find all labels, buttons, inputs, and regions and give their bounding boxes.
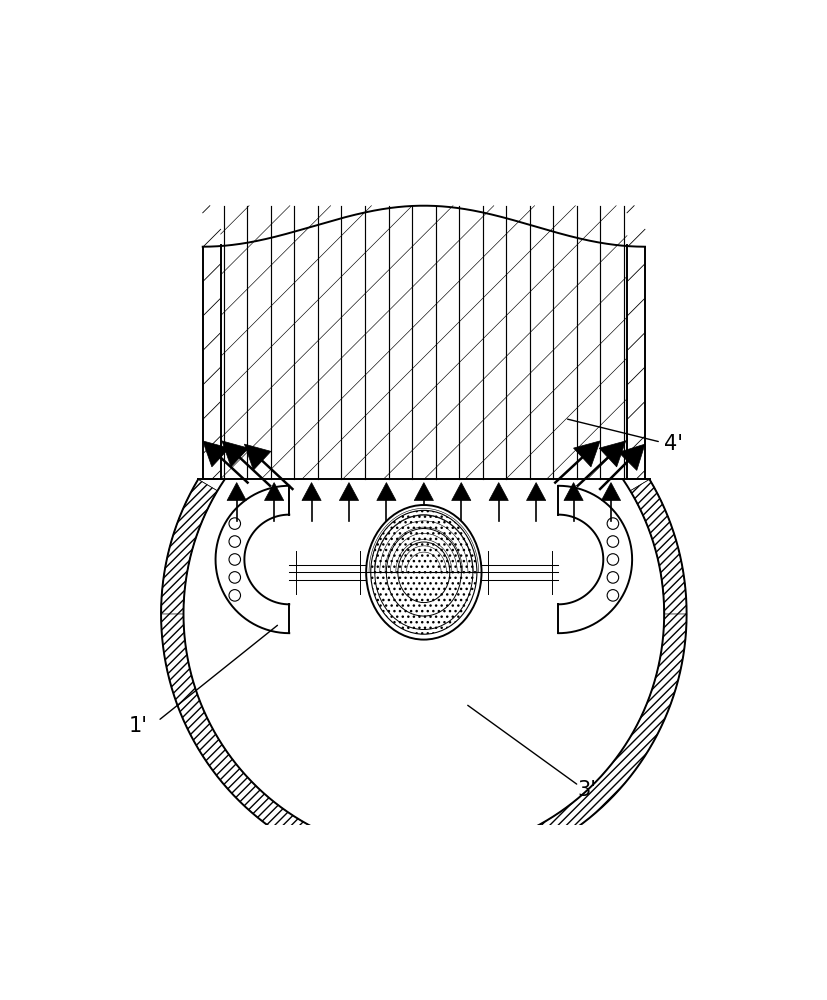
Polygon shape: [222, 441, 248, 467]
Ellipse shape: [370, 510, 477, 634]
Polygon shape: [573, 441, 600, 467]
Text: 3': 3': [577, 780, 596, 800]
Polygon shape: [377, 483, 396, 501]
Polygon shape: [414, 483, 433, 501]
Polygon shape: [452, 483, 471, 501]
Wedge shape: [630, 479, 686, 614]
Polygon shape: [527, 483, 546, 501]
Polygon shape: [203, 441, 229, 467]
Wedge shape: [161, 479, 218, 614]
Text: 4': 4': [664, 434, 683, 454]
Polygon shape: [600, 441, 626, 467]
Ellipse shape: [366, 505, 481, 640]
Polygon shape: [564, 483, 583, 501]
Polygon shape: [601, 483, 620, 501]
Polygon shape: [265, 483, 284, 501]
Wedge shape: [161, 479, 686, 877]
Polygon shape: [339, 483, 359, 501]
Polygon shape: [489, 483, 509, 501]
Polygon shape: [227, 483, 246, 501]
Text: 1': 1': [129, 716, 148, 736]
Polygon shape: [245, 444, 271, 470]
Polygon shape: [302, 483, 321, 501]
Polygon shape: [619, 444, 645, 470]
